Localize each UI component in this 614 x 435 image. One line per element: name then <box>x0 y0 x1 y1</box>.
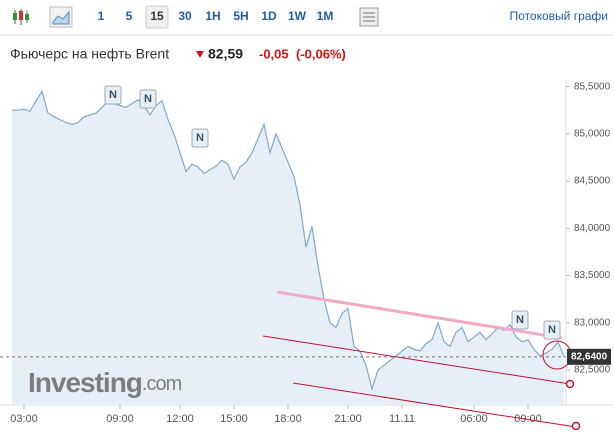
news-marker[interactable]: N <box>543 320 561 340</box>
price-line <box>12 89 565 392</box>
y-tick-label: 85,5000 <box>574 81 611 92</box>
interval-button[interactable]: 1M <box>317 9 334 23</box>
news-marker-box <box>104 85 122 105</box>
news-marker-box <box>191 128 209 148</box>
news-marker[interactable]: N <box>104 85 122 105</box>
y-tick-label: 83,5000 <box>574 270 611 281</box>
stream-link[interactable]: Потоковый графи <box>510 9 608 23</box>
x-tick-label: 15:00 <box>220 413 248 425</box>
watermark: Investing.com <box>28 367 182 398</box>
interval-button[interactable]: 1W <box>288 9 307 23</box>
y-tick-label: 83,0000 <box>574 317 611 328</box>
interval-button[interactable]: 15 <box>150 9 164 23</box>
interval-active-bg <box>145 5 169 29</box>
news-marker-box <box>543 320 561 340</box>
news-marker-label: N <box>516 314 524 326</box>
interval-button[interactable]: 5H <box>233 9 248 23</box>
watermark-suffix: .com <box>142 373 182 395</box>
watermark-brand: Investing <box>28 367 142 398</box>
toolbar: Потоковый графи <box>0 6 614 36</box>
trend-line <box>262 335 571 385</box>
news-marker-label: N <box>144 93 152 105</box>
interval-button[interactable]: 1H <box>205 9 220 23</box>
interval-button[interactable]: 1 <box>98 9 105 23</box>
x-tick-label: 09:00 <box>514 413 542 425</box>
instrument-title: Фьючерс на нефть Brent <box>10 46 169 62</box>
news-marker-label: N <box>548 324 556 336</box>
last-price-box <box>567 348 611 365</box>
down-arrow <box>196 51 204 58</box>
news-marker[interactable]: N <box>139 89 157 109</box>
trend-line <box>292 382 577 428</box>
news-marker-box <box>511 310 529 330</box>
change-percent: (-0,06%) <box>296 46 346 61</box>
y-tick-label: 82,5000 <box>574 365 611 376</box>
last-price-label: 82,6400 <box>571 351 608 362</box>
news-marker[interactable]: N <box>511 310 529 330</box>
x-tick-label: 12:00 <box>166 413 194 425</box>
trend-handle <box>571 421 581 431</box>
plot-area: 85,5000 85,0000 84,5000 84,0000 83,5000 83,00… <box>0 80 614 431</box>
trend-line <box>276 290 563 340</box>
interval-button[interactable]: 30 <box>178 9 192 23</box>
y-tick-label: 84,0000 <box>574 223 611 234</box>
y-tick-label: 84,5000 <box>574 176 611 187</box>
interval-button[interactable]: 5 <box>126 9 133 23</box>
y-tick-label: 85,0000 <box>574 128 611 139</box>
x-tick-label: 11.11 <box>389 413 415 425</box>
interval-button[interactable]: 1D <box>261 9 277 23</box>
table-icon[interactable] <box>359 7 379 27</box>
price: 82,59 <box>208 46 243 62</box>
x-tick-label: 09:00 <box>106 413 134 425</box>
x-tick-label: 06:00 <box>460 413 488 425</box>
news-marker-box <box>139 89 157 109</box>
area-icon[interactable] <box>49 6 73 28</box>
change: -0,05 <box>259 46 289 61</box>
candles-icon[interactable] <box>13 9 29 25</box>
news-marker[interactable]: N <box>191 128 209 148</box>
x-tick-label: 03:00 <box>10 413 38 425</box>
area-fill <box>12 91 564 406</box>
news-marker-label: N <box>196 132 204 144</box>
x-tick-label: 18:00 <box>274 413 302 425</box>
trend-handle <box>565 379 575 389</box>
news-marker-label: N <box>109 89 117 101</box>
x-tick-label: 21:00 <box>334 413 362 425</box>
